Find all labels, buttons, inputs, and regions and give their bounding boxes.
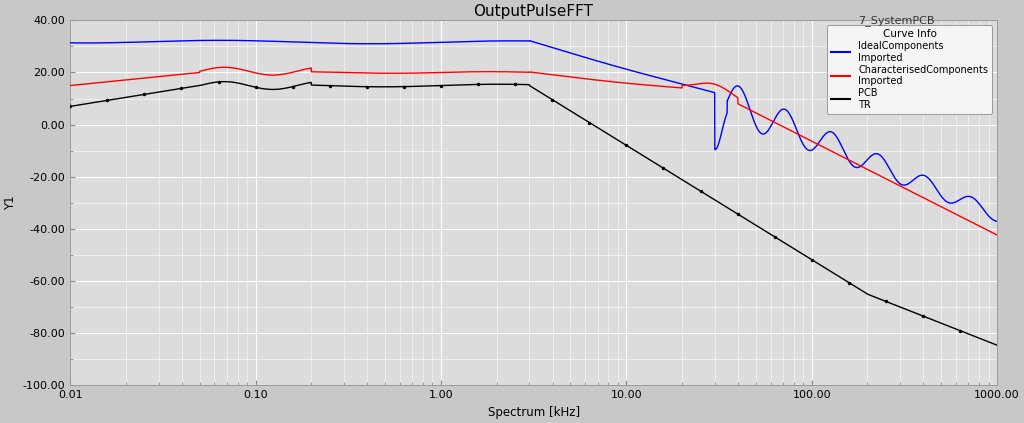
Y-axis label: Y1: Y1 [4,195,17,210]
Title: OutputPulseFFT: OutputPulseFFT [474,4,594,19]
Text: 7_SystemPCB: 7_SystemPCB [858,15,934,26]
X-axis label: Spectrum [kHz]: Spectrum [kHz] [487,406,580,419]
Legend: IdealComponents
Imported, CharacterisedComponents
Imported, PCB
TR: IdealComponents Imported, CharacterisedC… [827,25,992,114]
